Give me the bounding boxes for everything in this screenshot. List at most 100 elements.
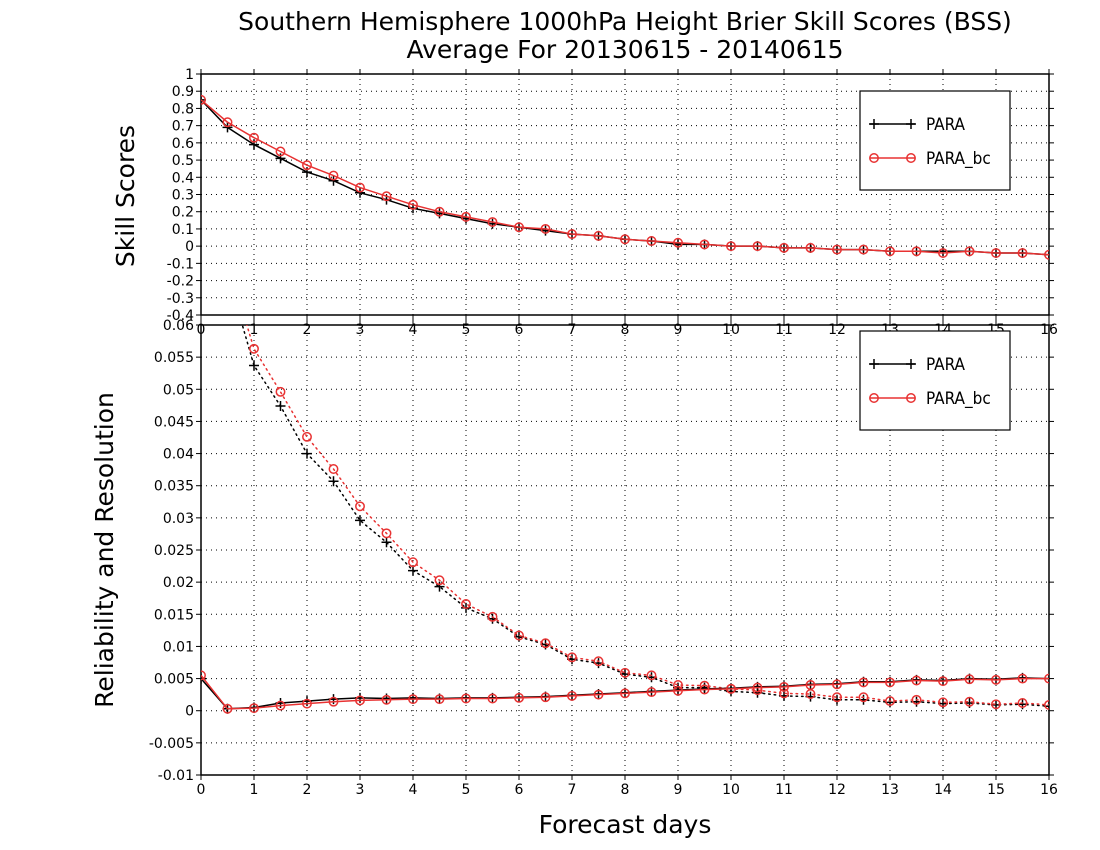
data-point-circle [487, 693, 498, 704]
x-tick-label: 3 [356, 782, 365, 798]
legend-label-para: PARA [926, 355, 966, 375]
skill-scores-panel: -0.4-0.3-0.2 -0.100.10.20.3 0.40.50.60.7 0.… [167, 67, 1058, 338]
data-point-circle [540, 638, 551, 649]
chart-title-line1: Southern Hemisphere 1000hPa Height Brier… [238, 7, 1012, 36]
y-tick-label: -0.005 [149, 736, 194, 752]
x-tick-label: 12 [828, 782, 846, 798]
y-tick-label: 0.8 [172, 101, 194, 117]
data-point-plus [408, 565, 418, 576]
data-point-circle [1044, 673, 1049, 684]
x-tick-label: 14 [934, 782, 952, 798]
x-tick-label: 4 [409, 782, 418, 798]
data-point-circle [487, 611, 498, 622]
x-tick-label: 6 [515, 782, 524, 798]
series-group [201, 94, 1049, 260]
legend-box [859, 330, 1011, 431]
y-tick-label: 0.045 [154, 414, 194, 430]
data-point-circle [514, 222, 524, 233]
data-point-circle [885, 696, 895, 707]
data-point-circle [434, 206, 445, 217]
data-point-circle [355, 695, 365, 706]
data-point-circle [540, 223, 551, 234]
data-point-circle [355, 182, 365, 193]
data-point-circle [673, 237, 683, 248]
legend-marker-circle [906, 153, 916, 163]
data-point-circle [275, 700, 286, 711]
y-tick-label: 0.04 [163, 447, 194, 463]
data-point-circle [408, 199, 418, 210]
data-point-circle [1044, 699, 1049, 710]
data-point-circle [858, 692, 869, 703]
x-tick-label: 1 [250, 782, 259, 798]
y-tick-label: 0 [185, 239, 194, 255]
x-tick-label: 9 [674, 782, 683, 798]
y-tick-label: 0.06 [163, 318, 194, 334]
data-point-plus [275, 401, 286, 411]
legend-label-para-bc: PARA_bc [926, 389, 991, 409]
data-point-circle [461, 599, 471, 609]
data-point-plus [328, 175, 339, 186]
data-point-circle [381, 191, 392, 202]
data-point-circle [302, 698, 312, 709]
data-point-circle [779, 681, 789, 692]
x-tick-label: 13 [881, 782, 899, 798]
data-point-circle [858, 677, 869, 688]
data-point-circle [1017, 673, 1028, 684]
data-point-plus [434, 581, 445, 592]
data-point-circle [646, 687, 657, 698]
data-point-circle [249, 132, 259, 143]
data-point-circle [885, 677, 895, 688]
legend: PARA PARA_bc [859, 90, 1011, 191]
y-tick-label: 0.005 [154, 672, 194, 688]
data-point-plus [355, 187, 365, 198]
chart-title-line2: Average For 20130615 - 20140615 [406, 35, 843, 64]
data-point-circle [805, 242, 816, 253]
y-tick-label: 0.7 [172, 119, 194, 135]
data-point-circle [381, 694, 392, 705]
data-point-circle [911, 675, 922, 686]
data-point-circle [938, 697, 948, 708]
x-tick-label: 11 [775, 782, 793, 798]
top-panel-y-axis-label: Skill Scores [111, 125, 140, 267]
data-point-circle [593, 230, 604, 241]
legend: PARA PARA_bc [859, 330, 1011, 431]
y-tick-label: 0.025 [154, 543, 194, 559]
data-point-circle [911, 694, 922, 705]
y-tick-label: -0.2 [167, 274, 194, 290]
data-point-circle [620, 234, 630, 245]
data-point-circle [805, 680, 816, 690]
data-point-circle [223, 257, 231, 265]
y-tick-label: 0.01 [163, 639, 194, 655]
y-tick-label: 0.1 [172, 222, 194, 238]
legend-box [859, 90, 1011, 191]
y-tick-label: -0.4 [167, 308, 194, 324]
x-tick-label: 15 [987, 782, 1005, 798]
data-point-circle [201, 94, 206, 105]
data-point-circle [302, 431, 312, 442]
data-point-circle [593, 656, 604, 667]
data-point-circle [593, 689, 604, 700]
data-point-circle [620, 688, 630, 699]
data-point-circle [832, 244, 842, 255]
legend-label-para: PARA [926, 115, 966, 135]
data-point-circle [646, 236, 657, 246]
data-point-circle [991, 674, 1001, 685]
legend-marker-plus [906, 119, 916, 129]
series-line-para-bc-solid [201, 674, 1049, 710]
data-point-circle [832, 679, 842, 690]
data-point-circle [832, 692, 842, 703]
data-point-circle [461, 211, 471, 222]
x-tick-label: 8 [621, 782, 630, 798]
data-point-circle [487, 217, 498, 227]
data-point-circle [620, 667, 630, 678]
data-point-circle [911, 246, 922, 257]
data-point-plus [302, 448, 312, 459]
data-point-circle [699, 239, 710, 250]
x-tick-label: 10 [722, 782, 740, 798]
data-point-circle [249, 343, 259, 354]
plot-frame [200, 73, 1050, 316]
data-point-circle [514, 692, 524, 703]
y-tick-label: 0.9 [172, 84, 194, 100]
y-tick-label: -0.01 [158, 768, 194, 784]
